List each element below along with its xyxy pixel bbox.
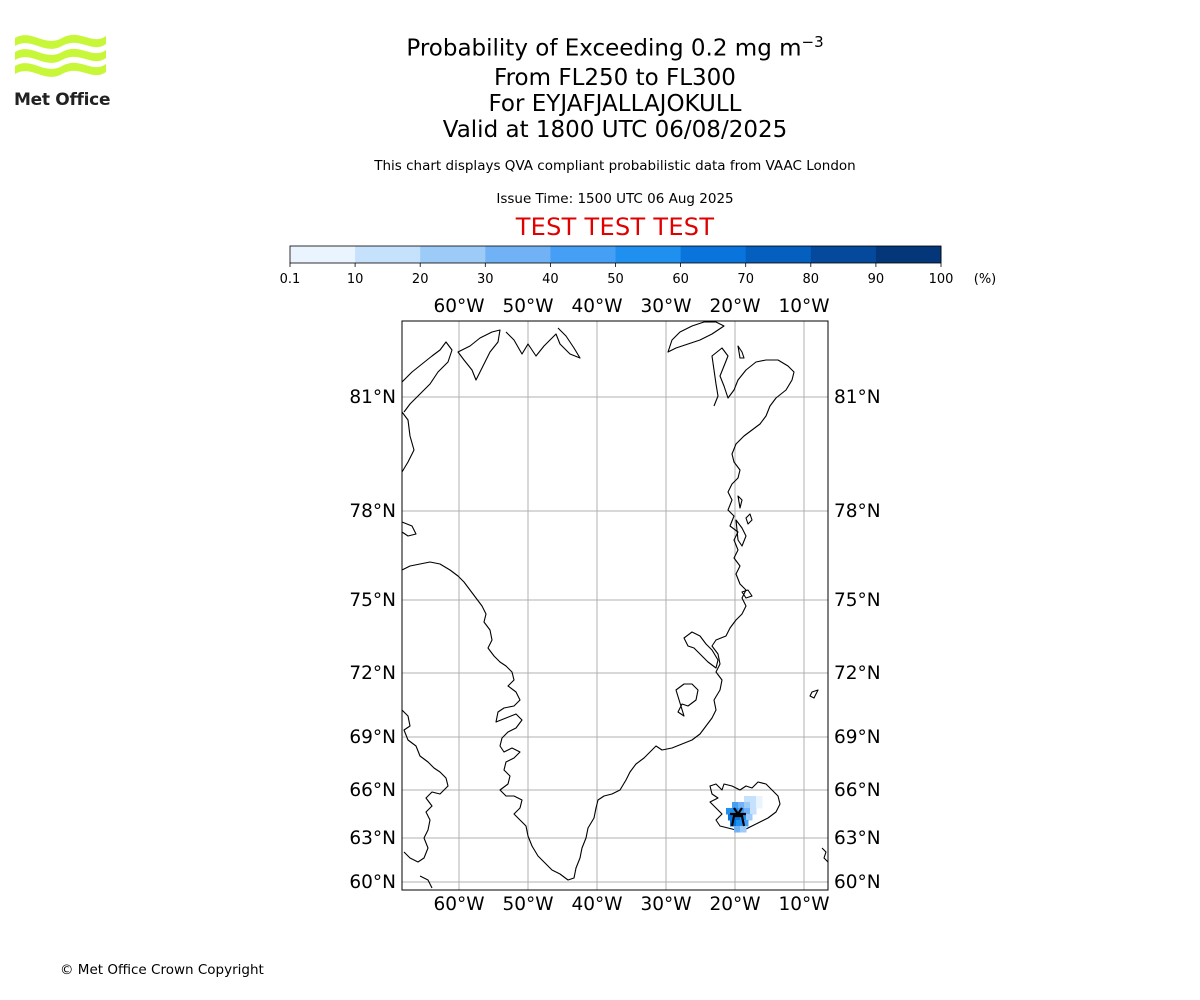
colorbar-segment	[745, 246, 812, 263]
latitude-label: 63°N	[349, 828, 396, 849]
latitude-label: 78°N	[349, 501, 396, 522]
map-frame	[401, 320, 829, 891]
colorbar-unit: (%)	[974, 272, 997, 287]
map-gridlines	[402, 321, 828, 890]
met-office-wave-icon	[15, 34, 106, 77]
colorbar-segment	[355, 246, 421, 263]
colorbar-tick-label: 20	[412, 272, 429, 287]
volcano-marker-icon	[730, 807, 746, 827]
colorbar-tick-label: 80	[803, 272, 820, 287]
colorbar-segment	[810, 246, 877, 263]
colorbar-segment	[485, 246, 551, 263]
map-background	[402, 321, 828, 890]
colorbar-tick-label: 0.1	[280, 272, 301, 287]
latitude-label: 72°N	[834, 663, 881, 684]
probability-cell	[742, 820, 749, 827]
colorbar-segment	[875, 246, 942, 263]
probability-cell	[746, 814, 753, 821]
probability-cell	[744, 808, 751, 815]
title-levels: From FL250 to FL300	[494, 64, 736, 91]
title-exponent: −3	[801, 33, 824, 51]
probability-cell	[750, 808, 757, 815]
colorbar-tick-label: 90	[868, 272, 885, 287]
colorbar-tick-label: 30	[477, 272, 494, 287]
latitude-label: 75°N	[349, 590, 396, 611]
title-valid-time: Valid at 1800 UTC 06/08/2025	[442, 116, 788, 143]
longitude-label: 40°W	[571, 894, 622, 915]
coastlines	[401, 321, 829, 889]
latitude-label: 69°N	[349, 727, 396, 748]
title-main: Probability of Exceeding 0.2 mg m	[406, 35, 802, 62]
probability-cell	[738, 808, 745, 815]
copyright-notice: © Met Office Crown Copyright	[60, 962, 264, 978]
probability-cell	[756, 796, 763, 803]
probability-cell	[740, 826, 747, 833]
probability-cell	[738, 802, 745, 809]
chart-title-block: Probability of Exceeding 0.2 mg m−3 From…	[230, 26, 1000, 143]
probability-cell	[744, 796, 751, 803]
probability-cell	[734, 814, 741, 821]
probability-cell	[732, 802, 739, 809]
test-banner: TEST TEST TEST	[515, 213, 715, 241]
probability-cell	[734, 826, 741, 833]
colorbar-segment	[420, 246, 486, 263]
latitude-label: 78°N	[834, 501, 881, 522]
probability-cell	[744, 802, 751, 809]
latitude-label: 66°N	[349, 780, 396, 801]
latitude-label: 60°N	[349, 872, 396, 893]
colorbar-tick-label: 40	[542, 272, 559, 287]
chart-description: This chart displays QVA compliant probab…	[374, 158, 856, 174]
colorbar-tick-label: 50	[607, 272, 624, 287]
colorbar: 0.1 10 20 30 40 50 60 70 80 90 100 (%)	[280, 245, 997, 287]
latitude-label: 72°N	[349, 663, 396, 684]
colorbar-tick-label: 60	[672, 272, 689, 287]
probability-cell	[726, 808, 733, 815]
colorbar-segment	[290, 246, 356, 263]
latitude-label: 75°N	[834, 590, 881, 611]
colorbar-tick-label: 10	[347, 272, 364, 287]
chart-title: Probability of Exceeding 0.2 mg m−3	[230, 26, 1000, 65]
colorbar-segment	[615, 246, 682, 263]
probability-cell	[750, 802, 757, 809]
latitude-label: 69°N	[834, 727, 881, 748]
logo-text: Met Office	[14, 90, 111, 110]
longitude-labels: 60°W 60°W 50°W 50°W 40°W 40°W 30°W 30°W 20°W 20°W…	[433, 296, 829, 915]
iceland-coastline	[709, 781, 781, 831]
issue-time: Issue Time: 1500 UTC 06 Aug 2025	[496, 191, 734, 207]
longitude-label: 30°W	[640, 296, 691, 317]
probability-cell	[750, 796, 757, 803]
title-volcano: For EYJAFJALLAJOKULL	[488, 90, 742, 117]
latitude-label: 63°N	[834, 828, 881, 849]
longitude-label: 30°W	[640, 894, 691, 915]
colorbar-tick-label: 70	[737, 272, 754, 287]
probability-cell	[728, 814, 735, 821]
longitude-label: 20°W	[709, 894, 760, 915]
latitude-label: 81°N	[834, 387, 881, 408]
colorbar-segment	[550, 246, 616, 263]
longitude-label: 60°W	[433, 894, 484, 915]
longitude-label: 20°W	[709, 296, 760, 317]
probability-cell	[736, 820, 743, 827]
greenland-coastline	[401, 341, 453, 473]
longitude-label: 10°W	[778, 296, 829, 317]
latitude-label: 60°N	[834, 872, 881, 893]
latitude-labels: 81°N 81°N 78°N 78°N 75°N 75°N 72°N 72°N 69°N 69°N…	[349, 387, 880, 893]
probability-cell	[756, 802, 763, 809]
longitude-label: 60°W	[433, 296, 484, 317]
longitude-label: 50°W	[502, 296, 553, 317]
latitude-label: 81°N	[349, 387, 396, 408]
colorbar-tick-label: 100	[929, 272, 954, 287]
longitude-label: 10°W	[778, 894, 829, 915]
longitude-label: 50°W	[502, 894, 553, 915]
longitude-label: 40°W	[571, 296, 622, 317]
latitude-label: 66°N	[834, 780, 881, 801]
met-office-logo: Met Office	[14, 30, 110, 112]
colorbar-segment	[680, 246, 747, 263]
